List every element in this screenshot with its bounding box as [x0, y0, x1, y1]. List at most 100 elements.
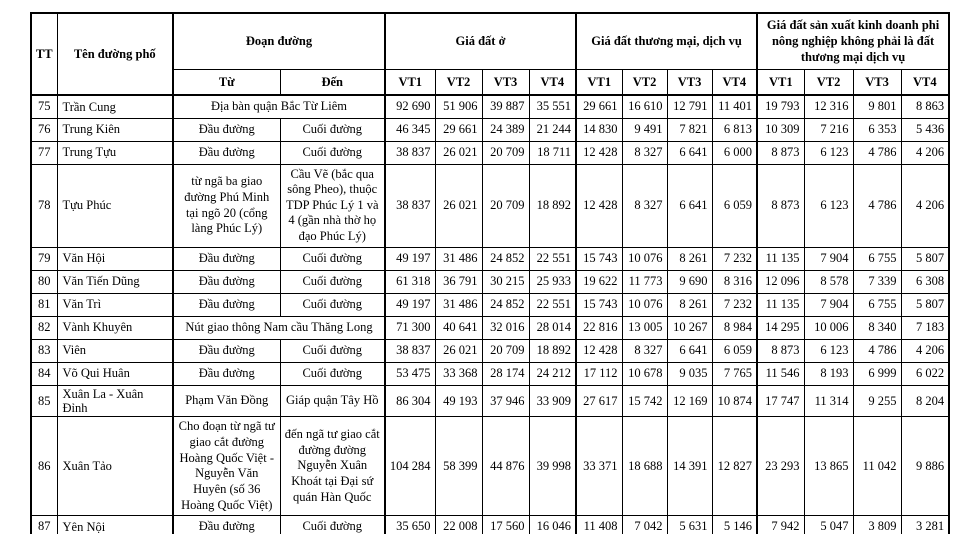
price-cell: 23 293 [756, 416, 805, 517]
price-cell: 22 008 [434, 515, 483, 534]
price-cell: 16 046 [528, 515, 577, 534]
price-cell: 8 327 [621, 338, 668, 363]
section-from-cell: Cho đoạn từ ngã tư giao cắt đường Hoàng … [172, 416, 281, 517]
price-cell: 8 316 [711, 269, 758, 294]
price-cell: 11 135 [756, 246, 805, 271]
table-row: 80 Văn Tiến Dũng Đầu đường Cuối đường 61 318… [30, 269, 950, 294]
price-cell: 8 873 [756, 163, 805, 248]
street-name-cell: Trần Cung [56, 94, 174, 119]
price-cell: 30 215 [481, 269, 530, 294]
col-header-section: Đoạn đường [172, 12, 386, 70]
tt-cell: 78 [30, 163, 58, 248]
price-cell: 9 690 [666, 269, 713, 294]
price-cell: 26 021 [434, 338, 483, 363]
price-cell: 6 641 [666, 338, 713, 363]
tt-cell: 79 [30, 246, 58, 271]
price-cell: 39 887 [481, 94, 530, 119]
price-cell: 6 123 [803, 140, 854, 165]
price-cell: 4 786 [852, 140, 902, 165]
price-cell: 13 865 [803, 416, 854, 517]
street-name-cell: Viên [56, 338, 174, 363]
price-cell: 44 876 [481, 416, 530, 517]
price-cell: 24 212 [528, 361, 577, 386]
price-cell: 17 560 [481, 515, 530, 534]
price-cell: 5 807 [900, 246, 950, 271]
col-header-street-name: Tên đường phố [56, 12, 174, 96]
street-name-cell: Vành Khuyên [56, 315, 174, 340]
price-cell: 9 255 [852, 384, 902, 418]
price-cell: 8 261 [666, 246, 713, 271]
price-cell: 18 892 [528, 338, 577, 363]
price-cell: 7 942 [756, 515, 805, 534]
price-cell: 92 690 [384, 94, 436, 119]
tt-cell: 82 [30, 315, 58, 340]
price-cell: 49 197 [384, 292, 436, 317]
col-header-vt: VT2 [803, 68, 854, 96]
price-cell: 11 401 [711, 94, 758, 119]
price-cell: 11 135 [756, 292, 805, 317]
street-name-cell: Trung Kiên [56, 117, 174, 142]
price-cell: 18 711 [528, 140, 577, 165]
price-cell: 15 742 [621, 384, 668, 418]
price-cell: 19 622 [575, 269, 623, 294]
price-cell: 6 059 [711, 163, 758, 248]
price-cell: 24 852 [481, 246, 530, 271]
price-cell: 11 546 [756, 361, 805, 386]
table-row: 76 Trung Kiên Đầu đường Cuối đường 46 345 29 … [30, 117, 950, 142]
section-to-cell: Cuối đường [279, 338, 386, 363]
section-to-cell: Cuối đường [279, 140, 386, 165]
price-cell: 5 807 [900, 292, 950, 317]
col-header-vt: VT3 [481, 68, 530, 96]
price-cell: 8 873 [756, 140, 805, 165]
price-cell: 46 345 [384, 117, 436, 142]
section-from-cell: Đầu đường [172, 246, 281, 271]
header-row-groups: TT Tên đường phố Đoạn đường Giá đất ở Gi… [30, 12, 950, 96]
price-cell: 10 006 [803, 315, 854, 340]
land-price-table: TT Tên đường phố Đoạn đường Giá đất ở Gi… [30, 12, 951, 534]
col-header-vt: VT4 [528, 68, 577, 96]
tt-cell: 85 [30, 384, 58, 418]
price-cell: 6 308 [900, 269, 950, 294]
price-cell: 4 206 [900, 140, 950, 165]
col-header-tt: TT [30, 12, 58, 96]
col-header-vt: VT2 [434, 68, 483, 96]
tt-cell: 84 [30, 361, 58, 386]
price-cell: 10 309 [756, 117, 805, 142]
price-cell: 49 197 [384, 246, 436, 271]
section-to-cell: Cuối đường [279, 117, 386, 142]
tt-cell: 75 [30, 94, 58, 119]
tt-cell: 77 [30, 140, 58, 165]
section-from-cell: Đầu đường [172, 292, 281, 317]
price-cell: 33 371 [575, 416, 623, 517]
price-cell: 8 340 [852, 315, 902, 340]
price-cell: 15 743 [575, 292, 623, 317]
table-body: 75 Trần Cung Địa bàn quận Bắc Từ Liêm 92 69… [30, 94, 950, 534]
price-cell: 31 486 [434, 246, 483, 271]
col-header-vt: VT2 [621, 68, 668, 96]
price-cell: 29 661 [575, 94, 623, 119]
section-merged-cell: Địa bàn quận Bắc Từ Liêm [172, 94, 386, 119]
section-to-cell: đến ngã tư giao cắt đường đường Nguyễn X… [279, 416, 386, 517]
price-cell: 18 688 [621, 416, 668, 517]
price-cell: 49 193 [434, 384, 483, 418]
table-header: TT Tên đường phố Đoạn đường Giá đất ở Gi… [30, 12, 950, 96]
price-cell: 12 827 [711, 416, 758, 517]
price-cell: 7 042 [621, 515, 668, 534]
price-cell: 10 874 [711, 384, 758, 418]
price-cell: 7 904 [803, 292, 854, 317]
tt-cell: 83 [30, 338, 58, 363]
price-cell: 5 436 [900, 117, 950, 142]
table-row: 78 Tựu Phúc từ ngã ba giao đường Phú Minh … [30, 163, 950, 248]
price-cell: 12 428 [575, 163, 623, 248]
price-cell: 11 042 [852, 416, 902, 517]
price-cell: 35 551 [528, 94, 577, 119]
col-header-vt: VT4 [711, 68, 758, 96]
section-to-cell: Cuối đường [279, 246, 386, 271]
tt-cell: 86 [30, 416, 58, 517]
price-cell: 71 300 [384, 315, 436, 340]
section-to-cell: Cầu Vẽ (bắc qua sông Pheo), thuộc TDP Ph… [279, 163, 386, 248]
col-header-vt: VT1 [384, 68, 436, 96]
price-cell: 17 747 [756, 384, 805, 418]
price-cell: 4 206 [900, 338, 950, 363]
price-cell: 7 339 [852, 269, 902, 294]
